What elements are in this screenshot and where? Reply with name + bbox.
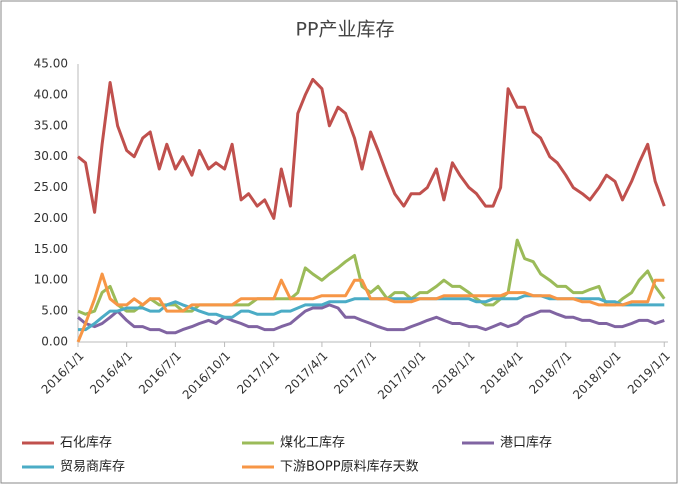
- chart-title: PP产业库存: [296, 19, 395, 41]
- y-tick-label: 5.00: [41, 304, 68, 318]
- y-tick-label: 15.00: [34, 242, 68, 256]
- y-tick-label: 40.00: [34, 87, 68, 101]
- legend-label: 港口库存: [500, 435, 552, 451]
- y-tick-label: 35.00: [34, 118, 68, 132]
- legend-label: 下游BOPP原料库存天数: [280, 459, 419, 475]
- y-tick-label: 25.00: [34, 180, 68, 194]
- series-line: [77, 303, 665, 335]
- series-line: [77, 238, 666, 316]
- y-tick-label: 30.00: [34, 149, 68, 163]
- series-line: [76, 272, 665, 343]
- y-tick-label: 20.00: [34, 211, 68, 225]
- legend-label: 贸易商库存: [60, 459, 125, 475]
- legend-label: 石化库存: [60, 435, 112, 451]
- y-tick-label: 10.00: [34, 273, 68, 287]
- legend-label: 煤化工库存: [280, 435, 345, 451]
- y-tick-label: 0.00: [41, 335, 68, 349]
- y-tick-label: 45.00: [34, 57, 68, 71]
- series-line: [77, 77, 666, 220]
